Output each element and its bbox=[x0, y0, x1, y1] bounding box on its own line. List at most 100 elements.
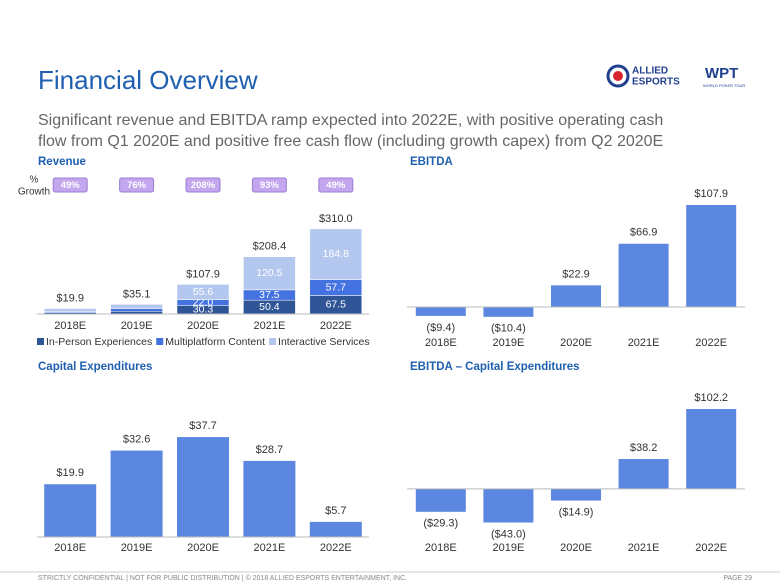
segment-label: 30.3 bbox=[193, 304, 214, 316]
value-label: ($14.9) bbox=[559, 506, 594, 518]
x-tick-label: 2019E bbox=[121, 542, 153, 554]
growth-label: 49% bbox=[326, 180, 346, 191]
value-label: ($29.3) bbox=[423, 518, 458, 530]
x-tick-label: 2018E bbox=[425, 542, 457, 554]
x-tick-label: 2019E bbox=[121, 320, 153, 332]
bar bbox=[243, 460, 296, 537]
x-tick-label: 2022E bbox=[320, 320, 352, 332]
bar bbox=[44, 484, 97, 537]
x-tick-label: 2022E bbox=[695, 542, 727, 554]
bar bbox=[309, 521, 362, 537]
value-label: $66.9 bbox=[630, 227, 658, 239]
value-label: ($10.4) bbox=[491, 323, 526, 335]
x-tick-label: 2022E bbox=[695, 337, 727, 349]
value-label: $32.6 bbox=[123, 433, 151, 445]
bar bbox=[686, 205, 737, 307]
bar bbox=[483, 488, 534, 523]
x-tick-label: 2019E bbox=[492, 542, 524, 554]
growth-label: 76% bbox=[127, 180, 147, 191]
segment-label: 120.5 bbox=[256, 267, 282, 279]
value-label: $37.7 bbox=[189, 420, 217, 432]
bar bbox=[686, 408, 737, 489]
x-tick-label: 2018E bbox=[54, 542, 86, 554]
bar-segment bbox=[110, 304, 163, 309]
growth-badge bbox=[318, 177, 354, 193]
bar-segment bbox=[309, 228, 363, 280]
total-label: $35.1 bbox=[123, 288, 151, 300]
legend-swatch bbox=[269, 338, 277, 345]
page-number: PAGE 29 bbox=[723, 575, 752, 582]
logo-dot bbox=[613, 71, 623, 81]
chart-title: EBITDA – Capital Expenditures bbox=[410, 361, 580, 373]
legend-label: In-Person Experiences bbox=[46, 336, 152, 348]
value-label: $107.9 bbox=[694, 188, 728, 200]
segment-label: 57.7 bbox=[326, 281, 347, 293]
value-label: $5.7 bbox=[325, 505, 346, 517]
growth-badge bbox=[251, 177, 287, 193]
bar-segment bbox=[110, 308, 163, 312]
bar bbox=[110, 450, 163, 537]
bar bbox=[618, 459, 669, 489]
logo-text: ALLIED bbox=[632, 66, 668, 77]
growth-axis-label: Growth bbox=[18, 187, 50, 198]
x-tick-label: 2021E bbox=[253, 542, 285, 554]
slide-title: Financial Overview bbox=[38, 65, 258, 95]
total-label: $310.0 bbox=[319, 213, 353, 225]
growth-label: 93% bbox=[260, 180, 280, 191]
legend-label: Interactive Services bbox=[278, 336, 370, 348]
subtitle-line: Significant revenue and EBITDA ramp expe… bbox=[38, 112, 663, 129]
bar bbox=[551, 488, 601, 501]
x-tick-label: 2018E bbox=[425, 337, 457, 349]
value-label: $102.2 bbox=[694, 392, 728, 404]
legend-label: Multiplatform Content bbox=[165, 336, 265, 348]
bar bbox=[177, 437, 229, 537]
bar bbox=[415, 306, 466, 316]
segment-label: 184.8 bbox=[323, 248, 349, 260]
value-label: $22.9 bbox=[562, 268, 590, 280]
logo-ring bbox=[606, 64, 630, 88]
bar bbox=[618, 243, 669, 307]
bar bbox=[483, 306, 534, 317]
total-label: $19.9 bbox=[56, 292, 84, 304]
bar-segment bbox=[243, 256, 296, 291]
total-label: $107.9 bbox=[186, 268, 220, 280]
x-tick-label: 2021E bbox=[628, 542, 660, 554]
bar-segment bbox=[43, 308, 97, 312]
value-label: $28.7 bbox=[256, 444, 284, 456]
segment-label: 67.5 bbox=[326, 299, 347, 311]
growth-badge bbox=[185, 177, 221, 193]
chart-title: Revenue bbox=[38, 156, 86, 168]
x-tick-label: 2018E bbox=[54, 320, 86, 332]
value-label: $38.2 bbox=[630, 442, 658, 454]
value-label: ($9.4) bbox=[426, 322, 455, 334]
growth-badge bbox=[119, 177, 155, 193]
subtitle-line: flow from Q1 2020E and positive free cas… bbox=[38, 133, 663, 150]
chart-title: EBITDA bbox=[410, 156, 453, 168]
bar-segment bbox=[176, 284, 230, 300]
legend-swatch bbox=[156, 338, 164, 345]
footer-text: STRICTLY CONFIDENTIAL | NOT FOR PUBLIC D… bbox=[38, 574, 407, 582]
total-label: $208.4 bbox=[253, 241, 287, 253]
value-label: ($43.0) bbox=[491, 528, 526, 540]
growth-label: 49% bbox=[61, 180, 81, 191]
x-tick-label: 2021E bbox=[253, 320, 285, 332]
logo: ALLIED ESPORTS WPT WORLD POKER TOUR bbox=[606, 64, 745, 88]
growth-badge bbox=[52, 177, 88, 193]
bar bbox=[415, 488, 466, 512]
logo-text: ESPORTS bbox=[632, 77, 680, 88]
x-tick-label: 2020E bbox=[560, 337, 592, 349]
x-tick-label: 2020E bbox=[187, 320, 219, 332]
x-tick-label: 2021E bbox=[628, 337, 660, 349]
x-tick-label: 2020E bbox=[560, 542, 592, 554]
segment-label: 37.5 bbox=[259, 289, 280, 301]
growth-label: 208% bbox=[191, 180, 216, 191]
chart-title: Capital Expenditures bbox=[38, 361, 152, 373]
growth-axis-label: % bbox=[30, 175, 39, 186]
logo-text: WPT bbox=[705, 65, 738, 82]
x-tick-label: 2022E bbox=[320, 542, 352, 554]
value-label: $19.9 bbox=[56, 467, 84, 479]
segment-label: 55.6 bbox=[193, 286, 214, 298]
legend-swatch bbox=[37, 338, 44, 345]
segment-label: 50.4 bbox=[259, 301, 280, 313]
